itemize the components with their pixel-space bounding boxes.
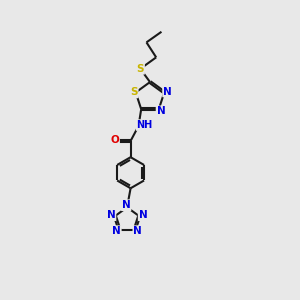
Text: N: N	[139, 210, 147, 220]
Text: N: N	[122, 200, 130, 210]
Text: NH: NH	[136, 120, 153, 130]
Text: S: S	[130, 87, 138, 98]
Text: N: N	[157, 106, 165, 116]
Text: O: O	[110, 135, 119, 145]
Text: S: S	[136, 64, 144, 74]
Text: N: N	[133, 226, 142, 236]
Text: N: N	[107, 210, 116, 220]
Text: N: N	[112, 226, 121, 236]
Text: N: N	[163, 86, 172, 97]
